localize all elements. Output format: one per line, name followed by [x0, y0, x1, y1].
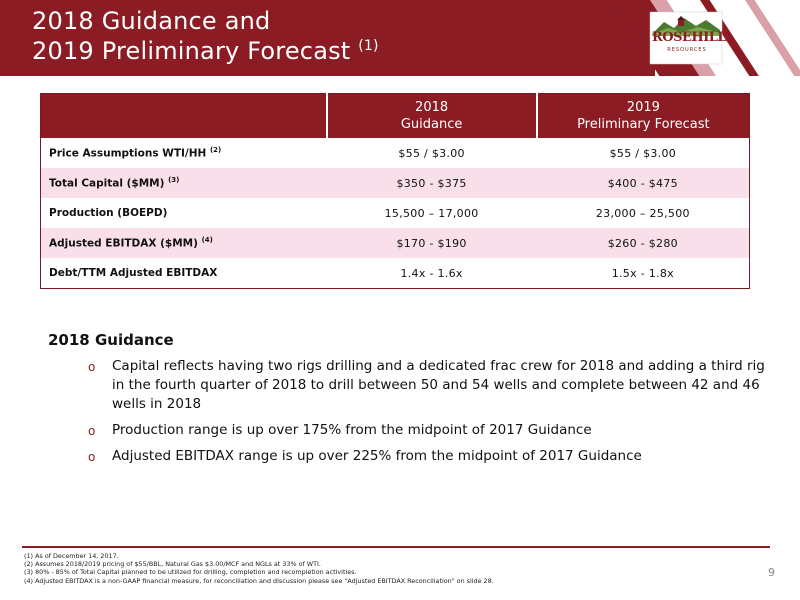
table-row: Debt/TTM Adjusted EBITDAX 1.4x - 1.6x 1.… [41, 258, 750, 289]
row-label: Adjusted EBITDAX ($MM) (4) [40, 228, 327, 258]
circle-bullet-icon: o [88, 450, 96, 464]
table-header-2019: 2019 Preliminary Forecast [535, 93, 750, 138]
title-line-1: 2018 Guidance and [32, 7, 271, 35]
value-2018: 15,500 – 17,000 [384, 206, 479, 220]
table-row: Adjusted EBITDAX ($MM) (4) $170 - $190 $… [40, 228, 750, 258]
circle-bullet-icon: o [88, 424, 96, 438]
table-row: Total Capital ($MM) (3) $350 - $375 $400… [40, 168, 750, 198]
list-item: o Capital reflects having two rigs drilli… [88, 357, 768, 414]
table-header-blank [40, 93, 327, 138]
page-number: 9 [768, 566, 775, 579]
section-heading: 2018 Guidance [48, 331, 174, 349]
page-title: 2018 Guidance and 2019 Preliminary Forec… [32, 6, 379, 66]
value-2019: $55 / $3.00 [609, 146, 677, 160]
bullet-list: o Capital reflects having two rigs drilli… [88, 357, 768, 473]
header-banner [0, 0, 800, 76]
bullet-text: Production range is up over 175% from th… [112, 422, 592, 438]
header-stripe [745, 0, 800, 76]
row-label: Price Assumptions WTI/HH (2) [41, 138, 327, 168]
row-label: Production (BOEPD) [41, 198, 327, 228]
value-2018: $350 - $375 [326, 168, 537, 198]
value-2019: 1.5x - 1.8x [611, 266, 674, 280]
row-note: (3) [168, 176, 180, 185]
value-2019: 23,000 – 25,500 [595, 206, 690, 220]
value-2018: 1.4x - 1.6x [400, 266, 463, 280]
list-item: o Production range is up over 175% from t… [88, 421, 768, 440]
header-2019-label: Preliminary Forecast [577, 117, 710, 132]
row-note: (2) [209, 146, 222, 155]
logo-subtitle: RESOURCES [667, 47, 707, 53]
value-2018: $55 / $3.00 [398, 146, 465, 160]
logo-wordmark: ROSEHILL [652, 30, 727, 45]
footnote: (1) As of December 14, 2017. [24, 552, 119, 560]
table-header-row: 2018 Guidance 2019 Preliminary Forecast [40, 93, 750, 138]
row-note: (4) [201, 236, 213, 245]
rosehill-logo [649, 11, 723, 65]
guidance-table: 2018 Guidance 2019 Preliminary Forecast … [40, 93, 750, 289]
row-label-text: Production (BOEPD) [49, 207, 168, 219]
table-row: Production (BOEPD) 15,500 – 17,000 23,00… [41, 198, 750, 228]
row-label-text: Price Assumptions WTI/HH [49, 147, 207, 160]
row-label-text: Debt/TTM Adjusted EBITDAX [49, 267, 218, 279]
header-2018-year: 2018 [415, 100, 449, 115]
bullet-text: Capital reflects having two rigs drillin… [112, 358, 765, 412]
footnote: (3) 80% - 85% of Total Capital planned t… [24, 568, 357, 577]
header-2018-label: Guidance [400, 117, 463, 132]
title-line-2: 2019 Preliminary Forecast (1) [32, 36, 379, 66]
footnotes: (1) As of December 14, 2017. (2) Assumes… [24, 552, 764, 585]
circle-bullet-icon: o [88, 360, 96, 374]
value-2019: $400 - $475 [536, 168, 750, 198]
title-footnote-ref: (1) [358, 38, 379, 54]
footer-divider [22, 546, 770, 548]
list-item: o Adjusted EBITDAX range is up over 225% … [88, 447, 768, 466]
row-label: Total Capital ($MM) (3) [40, 168, 327, 198]
table-header-2018: 2018 Guidance [325, 93, 537, 138]
row-label-text: Adjusted EBITDAX ($MM) [49, 237, 198, 250]
bullet-text: Adjusted EBITDAX range is up over 225% f… [112, 448, 642, 464]
header-2019-year: 2019 [626, 100, 660, 115]
row-label-text: Total Capital ($MM) [49, 177, 165, 190]
footnote: (2) Assumes 2018/2019 pricing of $55/BBL… [24, 560, 321, 569]
title-line-2-text: 2019 Preliminary Forecast [32, 37, 351, 65]
table-row: Price Assumptions WTI/HH (2) $55 / $3.00… [41, 138, 750, 168]
footnote: (4) Adjusted EBITDAX is a non-GAAP finan… [24, 576, 494, 585]
title-bar [0, 0, 655, 76]
value-2018: $170 - $190 [326, 228, 537, 258]
value-2019: $260 - $280 [536, 228, 750, 258]
row-label: Debt/TTM Adjusted EBITDAX [41, 258, 327, 289]
